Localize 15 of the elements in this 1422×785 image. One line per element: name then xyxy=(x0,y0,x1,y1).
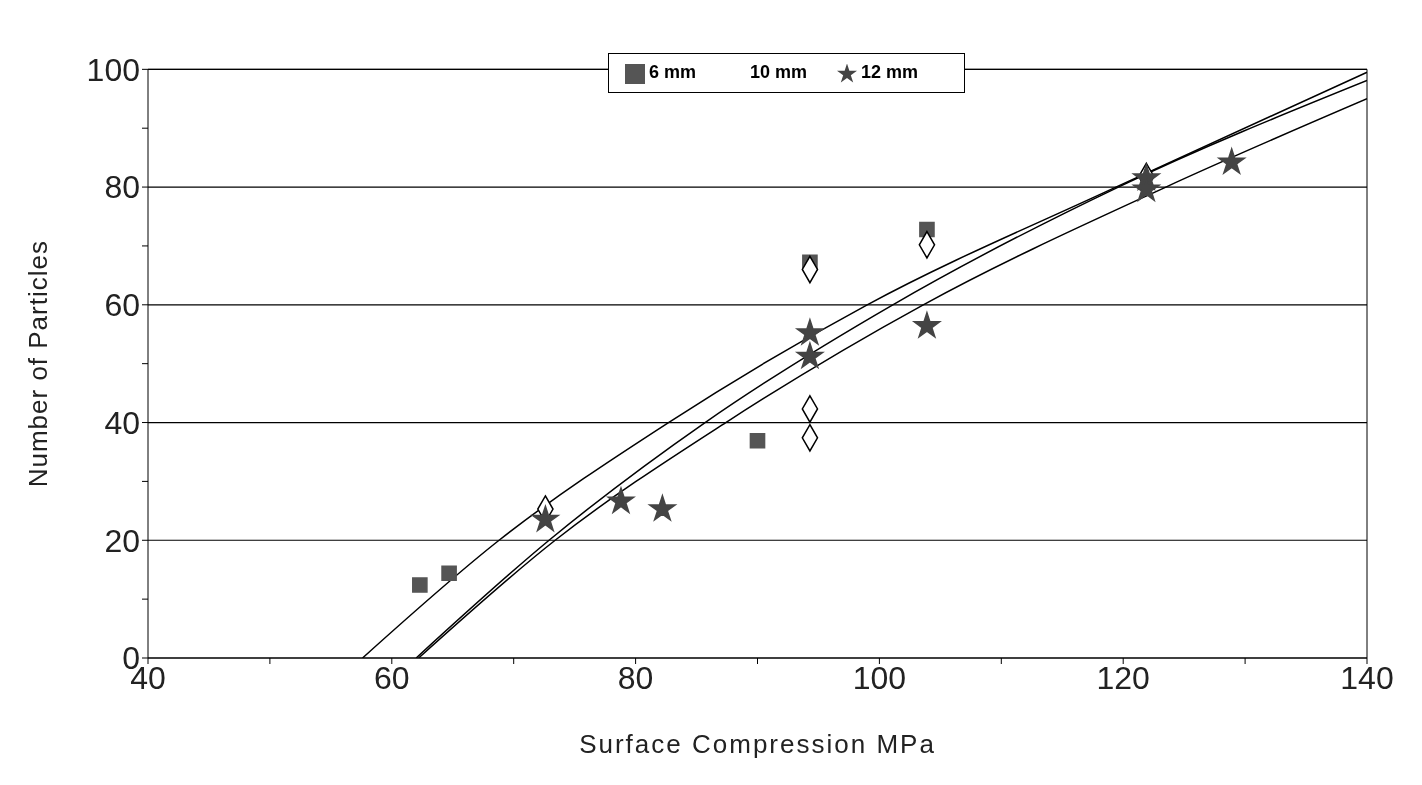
x-tick-label: 60 xyxy=(374,659,410,696)
y-axis-title: Number of Particles xyxy=(23,240,54,488)
text: 10 mm xyxy=(750,62,808,82)
x-tick-label: 120 xyxy=(1096,659,1150,696)
x-axis-title: Surface Compression MPa xyxy=(579,729,936,759)
y-tick-label: 100 xyxy=(86,51,140,88)
y-tick-label: 60 xyxy=(104,287,140,324)
y-tick-label: 20 xyxy=(104,522,140,559)
y-tick-label: 80 xyxy=(104,169,140,206)
y-tick-label: 40 xyxy=(104,404,140,441)
legend-label: 12 mm xyxy=(861,62,919,82)
legend-label: 6 mm xyxy=(649,62,697,82)
x-tick-label: 100 xyxy=(852,659,907,696)
x-tick-label: 80 xyxy=(617,659,654,696)
x-tick-label: 140 xyxy=(1340,659,1394,696)
